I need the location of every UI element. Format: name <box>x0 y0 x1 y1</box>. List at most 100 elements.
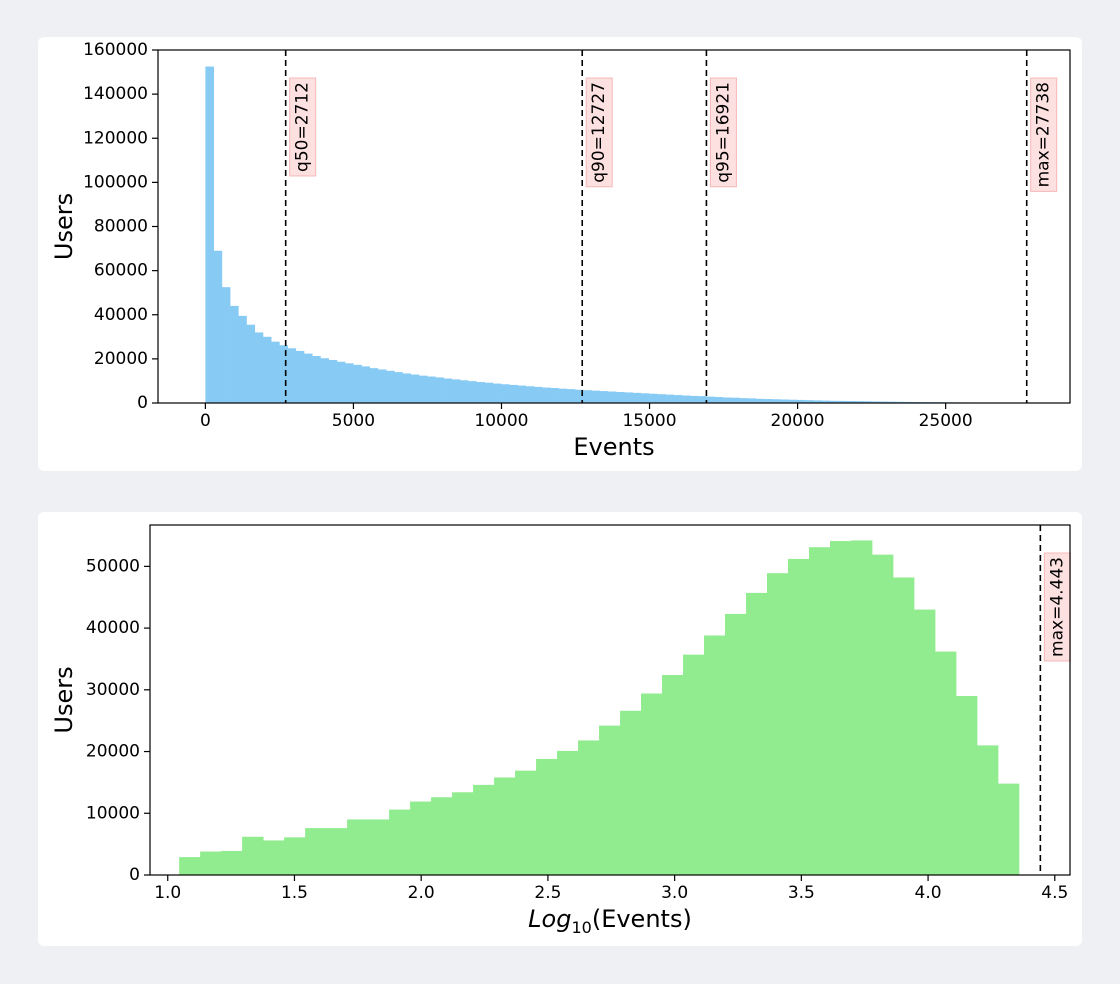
chart1-bar <box>394 372 403 403</box>
chart1-bar <box>681 395 691 403</box>
chart1-y-axis-label: Users <box>50 193 78 260</box>
chart1-bar <box>451 379 461 403</box>
chart2-bar <box>368 819 390 875</box>
chart2-x-tick-label: 4.5 <box>1041 883 1068 903</box>
chart2-bar <box>557 750 579 875</box>
chart1-bar <box>854 401 863 403</box>
chart1-bar <box>648 393 658 403</box>
chart1-bar <box>616 391 625 403</box>
chart2-y-axis-label-group: Users <box>50 666 78 733</box>
chart2-x-tick-label: 3.0 <box>661 883 688 903</box>
chart1-bar <box>386 370 395 403</box>
chart1-y-tick-label: 140000 <box>83 84 148 104</box>
chart1-bar <box>271 341 280 403</box>
chart2-vline-annotation: max=4.443 <box>1043 552 1071 662</box>
chart2-bars <box>179 540 1020 875</box>
histogram-events-chart: q50=2712 q90=12727 q95=16921 max=27738 0 5000… <box>50 40 1071 461</box>
chart1-bar <box>558 388 568 403</box>
chart1-vline-annotation: max=27738 <box>1030 77 1058 192</box>
chart1-bar <box>689 395 699 403</box>
chart1-bar <box>862 401 872 403</box>
chart1-bar <box>846 401 855 403</box>
chart2-bar <box>305 828 327 875</box>
chart1-bar <box>303 353 313 403</box>
chart1-vline-label-box <box>585 77 613 188</box>
chart1-bar <box>533 386 543 403</box>
chart1-bar <box>402 373 412 403</box>
chart1-bar <box>525 386 535 403</box>
chart2-bar <box>179 857 201 875</box>
chart2-y-tick-label: 30000 <box>86 680 140 700</box>
chart2-bar <box>767 573 789 875</box>
chart1-bar <box>492 383 502 403</box>
chart1-vline-annotation: q90=12727 <box>585 77 613 188</box>
chart1-bar <box>320 358 329 403</box>
chart2-bar <box>976 745 999 875</box>
chart1-bar <box>763 399 773 403</box>
chart1-bar <box>722 397 732 403</box>
chart1-bar <box>279 345 288 403</box>
chart1-bar <box>345 363 354 403</box>
chart2-bar <box>410 801 432 875</box>
chart1-y-tick-label: 20000 <box>94 349 148 369</box>
chart1-bar <box>410 374 420 403</box>
chart1-bar <box>542 387 551 403</box>
chart1-y-tick-label: 40000 <box>94 305 148 325</box>
chart1-bar <box>262 336 272 403</box>
chart1-bar <box>517 385 527 403</box>
histogram-log-events-chart: max=4.443 1.0 1.5 2.0 2.5 3.0 3.5 4.0 4.5 0 10000 2… <box>50 524 1071 937</box>
chart1-bar <box>878 401 888 403</box>
chart2-bar <box>200 851 222 875</box>
chart1-vline-label: q50=2712 <box>293 82 313 172</box>
chart1-bar <box>427 376 436 403</box>
chart1-bar <box>312 356 321 403</box>
chart1-x-axis-label: Events <box>573 433 654 461</box>
chart1-x-tick-label: 10000 <box>474 411 528 431</box>
chart2-y-tick-label: 20000 <box>86 742 140 762</box>
chart1-bar <box>583 390 592 403</box>
chart1-bar <box>829 400 839 403</box>
chart1-bars <box>205 66 1028 404</box>
chart2-bar <box>746 592 768 875</box>
chart1-bar <box>377 369 387 403</box>
chart1-bar <box>870 401 880 403</box>
chart1-x-tick-label: 15000 <box>622 411 676 431</box>
chart1-bar <box>591 390 601 403</box>
chart1-y-tick-label: 60000 <box>94 261 148 281</box>
chart1-vline-label-box <box>709 77 737 188</box>
chart1-bar <box>484 382 494 403</box>
chart2-bar <box>892 577 915 875</box>
chart2-x-tick-label: 2.0 <box>408 883 435 903</box>
chart1-bar <box>607 391 617 403</box>
chart1-bar <box>731 397 740 403</box>
chart1-bar <box>418 375 428 403</box>
chart1-y-tick-label: 80000 <box>94 217 148 237</box>
chart2-bar <box>850 540 873 875</box>
chart2-bar <box>641 693 663 875</box>
chart2-bar <box>599 725 621 875</box>
chart2-plot-frame <box>149 524 1071 876</box>
chart1-bar <box>287 348 297 403</box>
chart2-bar <box>515 770 537 875</box>
chart2-bar <box>494 777 516 875</box>
chart2-y-tick-label: 10000 <box>86 803 140 823</box>
chart1-vline-label: q95=16921 <box>713 82 733 183</box>
chart2-bar <box>955 695 978 875</box>
chart1-bar <box>476 382 486 403</box>
chart1-bar <box>574 389 584 403</box>
chart1-bar <box>714 397 724 403</box>
chart1-bar <box>796 399 806 403</box>
chart1-bar <box>706 396 715 403</box>
chart1-bar <box>238 315 247 403</box>
chart1-bar <box>755 398 765 403</box>
chart1-bar <box>336 361 346 403</box>
chart1-bar <box>673 395 683 403</box>
chart1-y-tick-label: 0 <box>137 393 148 413</box>
chart2-x-axis-label-suffix: (Events) <box>592 905 692 933</box>
chart2-y-tick-label: 0 <box>129 865 140 885</box>
chart1-vline-label-box <box>289 77 317 177</box>
chart1-bar <box>895 401 904 403</box>
chart2-bar <box>284 837 306 875</box>
chart2-bar <box>704 635 726 875</box>
chart1-bar <box>887 401 896 403</box>
